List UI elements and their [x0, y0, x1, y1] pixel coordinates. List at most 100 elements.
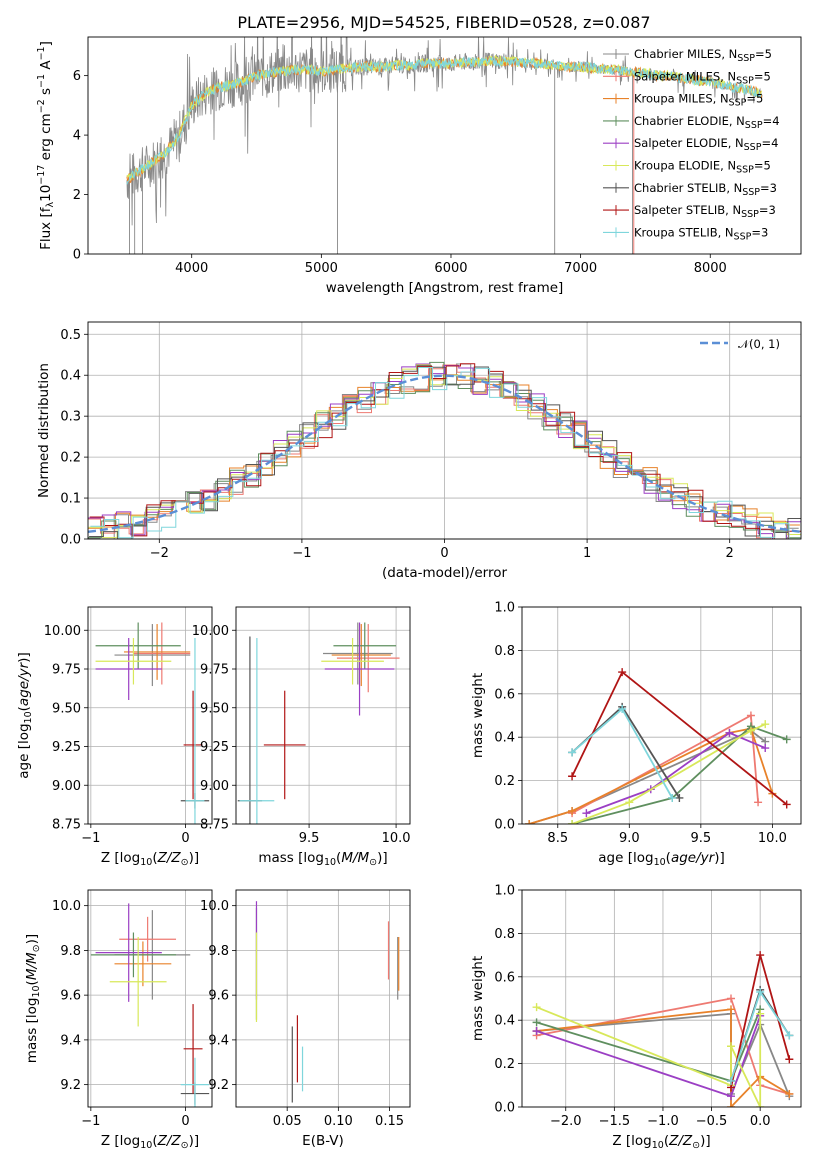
- x-axis-label: Z [log10(Z/Z⊙)]: [612, 1133, 710, 1151]
- plot-area-mass_vs_Z: [90, 903, 210, 1107]
- point-kroupa-stelib: [185, 638, 205, 824]
- axes-frame: [521, 889, 802, 1108]
- panel-weight_vs_age: 8.5 9.0 9.5 10.0 0.0 0.2 0.4 0.6 0.8 1.0 age [log1…: [470, 601, 802, 868]
- x-tick-label: 9.5: [299, 831, 320, 846]
- x-tick-label: 9.0: [619, 831, 640, 846]
- y-tick-label: 1.0: [494, 601, 515, 616]
- x-tick-label: 0.05: [273, 1114, 302, 1129]
- y-tick-label: 0.8: [494, 644, 515, 659]
- y-tick-label: 0.0: [494, 818, 515, 833]
- axes-frame: [87, 36, 802, 255]
- x-tick-label: 6000: [434, 261, 467, 276]
- legend-label-3: Chabrier ELODIE, NSSP=4: [634, 114, 780, 131]
- y-tick-label: 9.75: [52, 663, 81, 678]
- weight-marker: [756, 1009, 765, 1018]
- histogram-4: [88, 363, 801, 539]
- legend-label-normal: 𝒩(0, 1): [738, 337, 780, 351]
- weight-marker: [568, 806, 577, 815]
- weight-marker: [754, 798, 763, 807]
- axes-frame: [87, 889, 213, 1108]
- axes-frame: [87, 321, 802, 540]
- panel-mass_vs_ebv: 0.05 0.10 0.15 9.2 9.4 9.6 9.8 10.0 E(B-V): [200, 889, 411, 1149]
- weight-line-salpeter-elodie: [582, 728, 770, 818]
- weight-marker: [761, 720, 770, 729]
- x-tick-label: 0.0: [750, 1114, 771, 1129]
- plot-area-spectrum: [126, 37, 763, 254]
- x-axis-label: age [log10(age/yr)]: [598, 850, 724, 868]
- point-salpeter-stelib: [183, 690, 203, 800]
- legend-label-8: Kroupa STELIB, NSSP=3: [634, 225, 768, 242]
- point-chabrier-miles: [323, 622, 393, 685]
- point-salpeter-miles: [336, 624, 400, 693]
- weight-marker: [727, 1092, 736, 1101]
- weight-marker: [532, 1018, 541, 1027]
- weight-marker: [756, 987, 765, 996]
- weight-polyline: [536, 1006, 762, 1107]
- weight-line-kroupa-elodie: [568, 720, 770, 824]
- y-tick-label: 9.50: [200, 701, 229, 716]
- spectrum-legend: Chabrier MILES, NSSP=5 Salpeter MILES, NS…: [603, 47, 780, 242]
- y-tick-label: 0.0: [494, 1101, 515, 1116]
- y-axis-label: age [log10(age/yr)]: [16, 652, 34, 778]
- point-kroupa-miles: [331, 624, 391, 687]
- y-tick-label: 9.00: [52, 779, 81, 794]
- y-tick-label: 10.00: [44, 624, 81, 639]
- x-axis-label: Z [log10(Z/Z⊙)]: [101, 850, 199, 868]
- y-axis-label: Normed distribution: [36, 363, 52, 498]
- histogram-7: [89, 363, 801, 539]
- y-tick-label: 0.6: [494, 970, 515, 985]
- y-tick-label: 9.50: [52, 701, 81, 716]
- weight-polyline: [571, 723, 766, 824]
- point-kroupa-elodie: [109, 936, 167, 1027]
- weight-polyline: [586, 731, 766, 814]
- y-tick-label: 9.25: [52, 740, 81, 755]
- weight-marker: [782, 735, 791, 744]
- point-salpeter-elodie: [95, 903, 162, 1002]
- x-tick-label: 9.5: [691, 831, 712, 846]
- weight-marker: [618, 704, 627, 713]
- y-tick-label: 9.00: [200, 779, 229, 794]
- y-tick-label: 0.1: [60, 492, 81, 507]
- weight-marker: [756, 951, 765, 960]
- plot-area-age_vs_Z: [95, 622, 210, 824]
- plot-area-weight_vs_age: [525, 668, 791, 824]
- x-tick-label: −1: [81, 1114, 100, 1129]
- point-salpeter-stelib: [183, 1004, 203, 1094]
- panel-weight_vs_Z: −2.0 −1.5 −1.0 −0.5 0.0 0.0 0.2 0.4 0.6 0.8 1.0 Z […: [470, 884, 802, 1151]
- x-tick-label: 0: [181, 1114, 189, 1129]
- y-tick-label: 9.8: [208, 944, 229, 959]
- weight-polyline: [571, 725, 788, 824]
- x-tick-label: 4000: [175, 261, 208, 276]
- legend-label-1: Salpeter MILES, NSSP=5: [634, 69, 771, 86]
- weight-line-salpeter-stelib: [727, 951, 794, 1092]
- y-tick-label: 9.2: [60, 1078, 81, 1093]
- weight-marker: [727, 1005, 736, 1014]
- x-tick-label: −1: [81, 831, 100, 846]
- y-tick-label: 9.75: [200, 663, 229, 678]
- weight-line-salpeter-stelib: [568, 668, 791, 809]
- y-tick-label: 0.2: [494, 1057, 515, 1072]
- point-kroupa-stelib: [239, 638, 275, 824]
- x-tick-label: 8.5: [547, 831, 568, 846]
- y-tick-label: 2: [73, 188, 81, 203]
- y-tick-label: 0.5: [60, 328, 81, 343]
- x-tick-label: 10.0: [758, 831, 787, 846]
- point-kroupa-elodie: [321, 638, 384, 685]
- x-tick-label: −2.0: [550, 1114, 582, 1129]
- x-axis-label: E(B-V): [302, 1133, 344, 1149]
- weight-marker: [782, 800, 791, 809]
- y-tick-label: 8.75: [200, 818, 229, 833]
- plot-area-mass_vs_ebv: [255, 901, 400, 1103]
- weight-marker: [568, 772, 577, 781]
- legend-label-0: Chabrier MILES, NSSP=5: [634, 47, 772, 64]
- plot-area-weight_vs_Z: [532, 951, 794, 1107]
- y-tick-label: 8.75: [52, 818, 81, 833]
- y-tick-label: 0.3: [60, 410, 81, 425]
- weight-marker: [532, 1003, 541, 1012]
- weight-marker: [532, 1027, 541, 1036]
- axes-frame: [235, 606, 411, 825]
- weight-marker: [568, 820, 577, 824]
- x-tick-label: −1.5: [599, 1114, 631, 1129]
- y-tick-label: 9.6: [60, 989, 81, 1004]
